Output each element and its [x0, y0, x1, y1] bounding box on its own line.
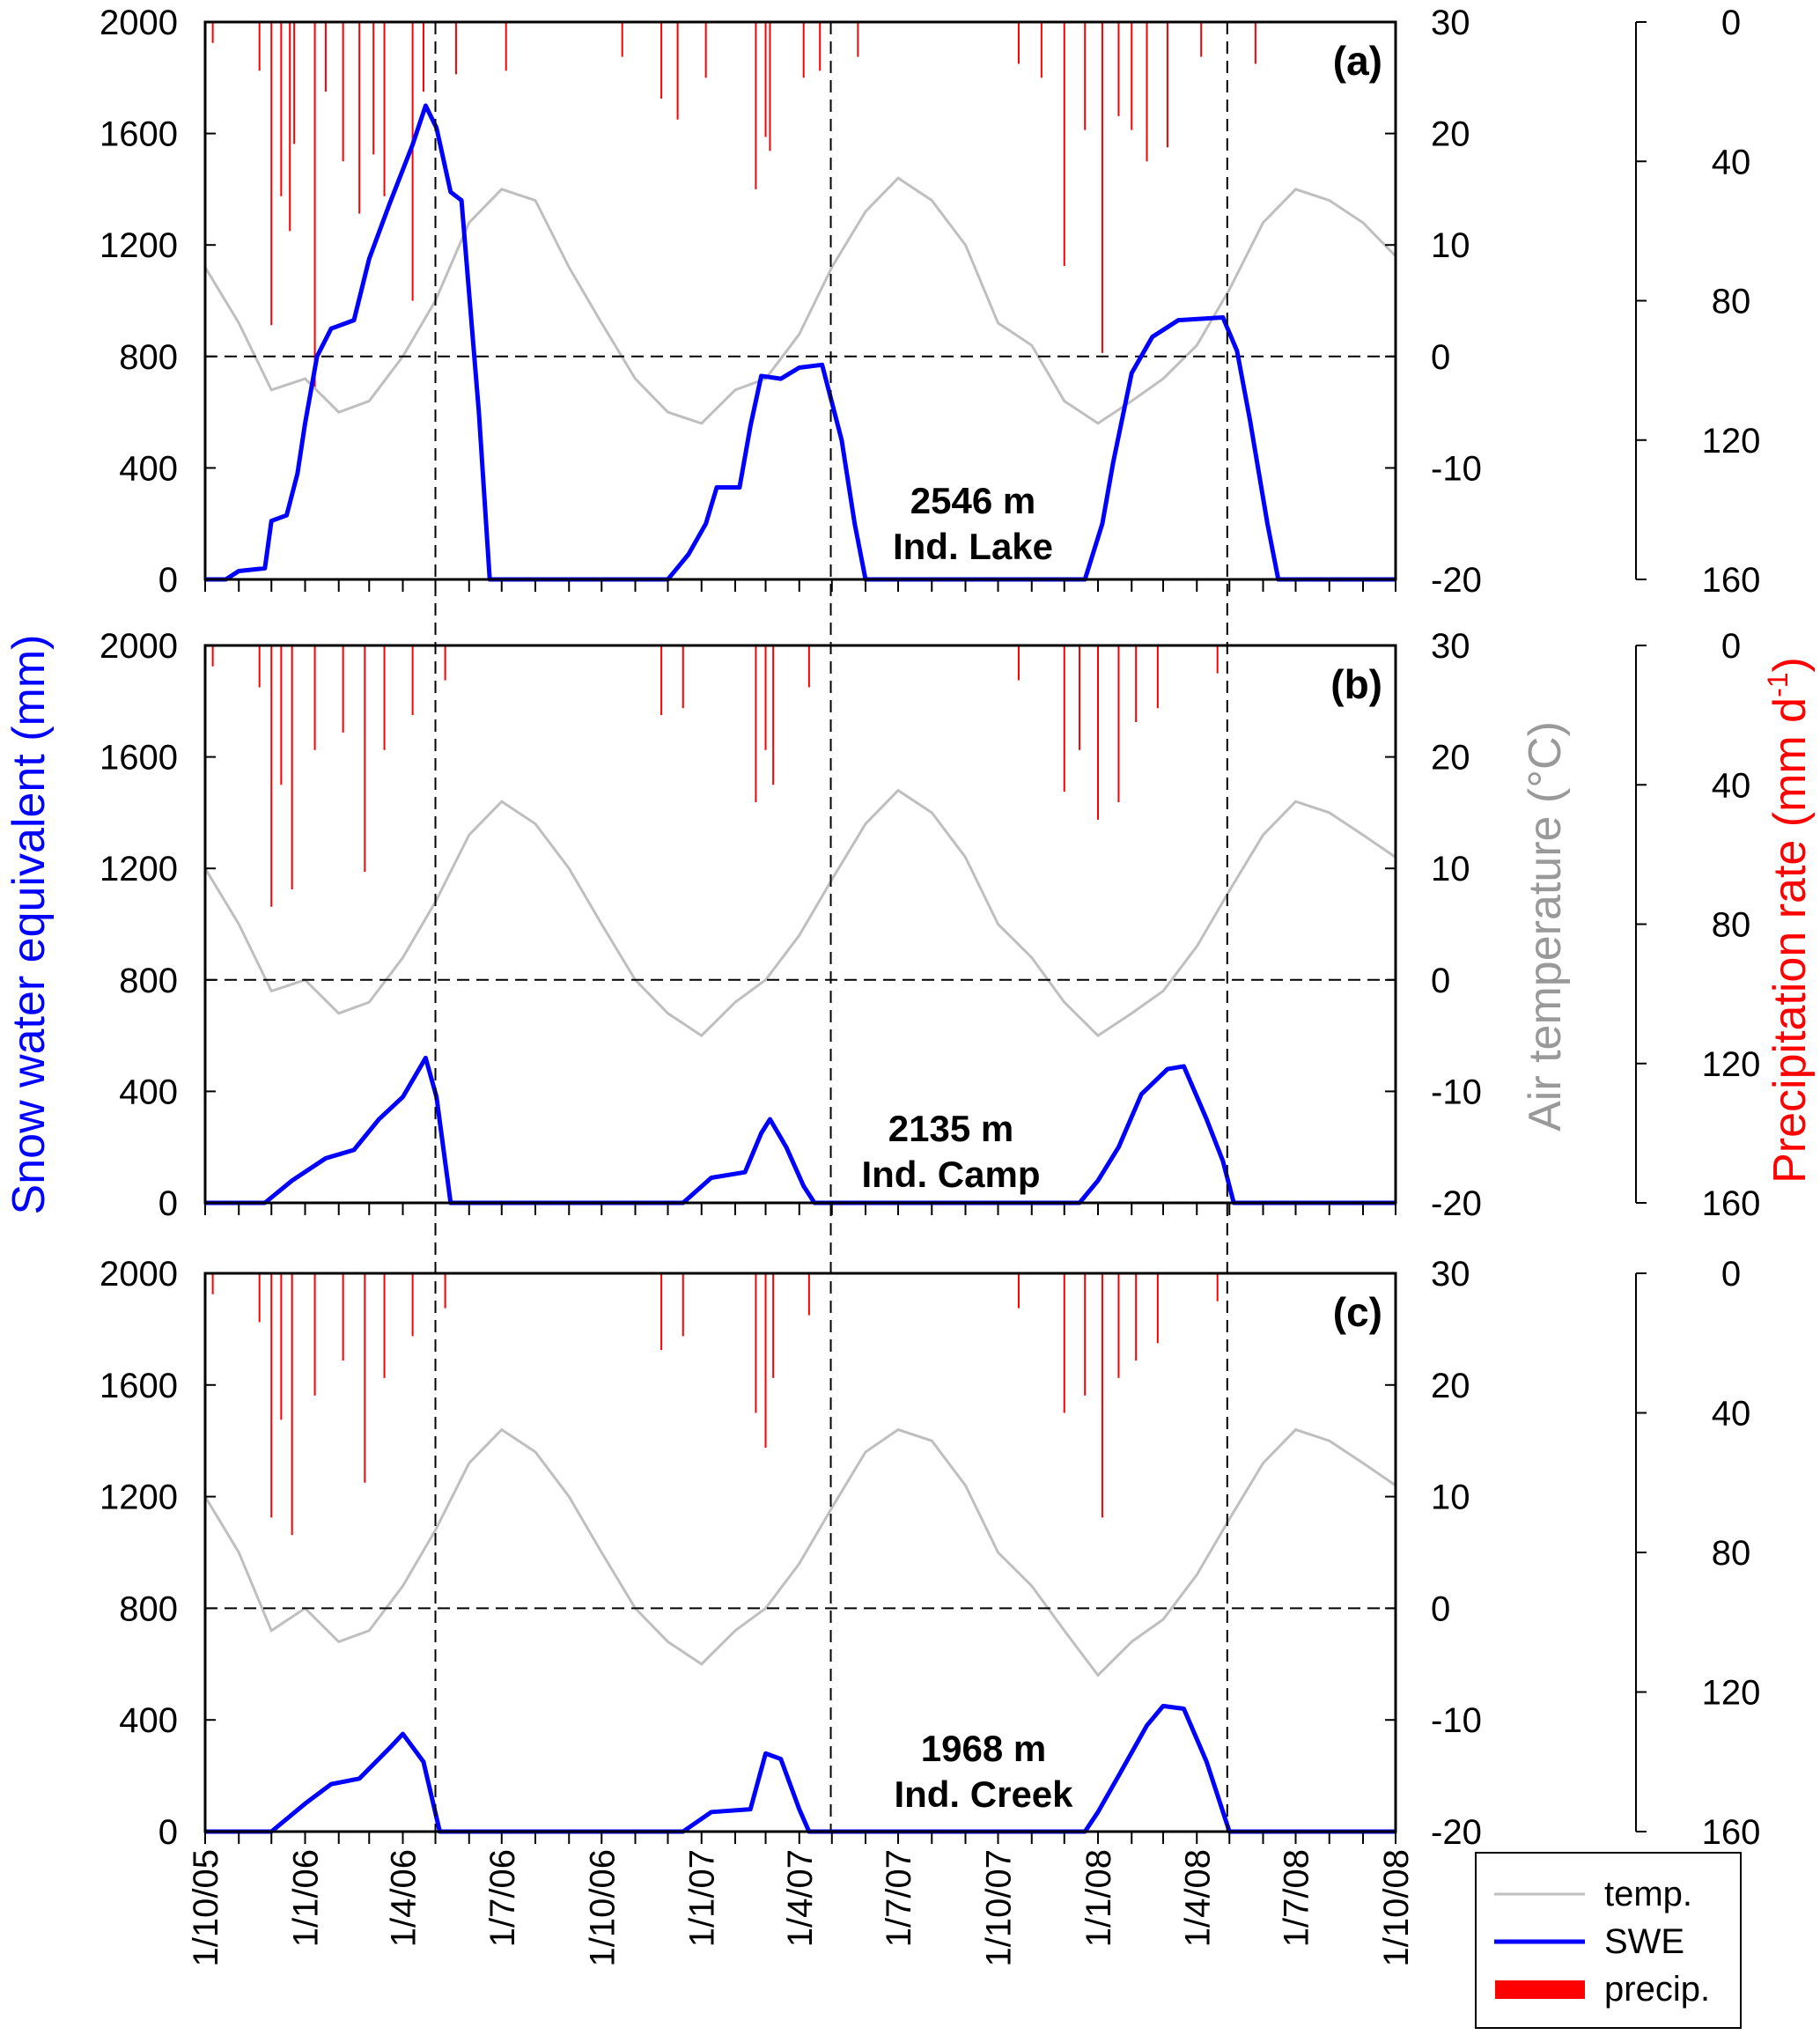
station-elevation: 1968 m [921, 1728, 1046, 1769]
swe-line [205, 1055, 1396, 1206]
panel-letter: (a) [1333, 38, 1382, 84]
temperature-tick-label: 10 [1431, 1478, 1470, 1517]
swe-tick-label: 1600 [99, 115, 178, 154]
precip-axis-title-main: Precipitation rate (mm d [1765, 697, 1816, 1183]
plot-frame [203, 644, 1397, 1205]
temperature-tick-label: -10 [1431, 1701, 1482, 1740]
temperature-tick-label: -10 [1431, 1073, 1482, 1111]
temperature-tick-label: 20 [1431, 115, 1470, 154]
precip-tick-label: 40 [1712, 143, 1751, 181]
swe-tick-label: 1200 [99, 226, 178, 265]
precip-tick-label: 160 [1702, 1184, 1761, 1223]
x-tick-label: 1/7/08 [1278, 1849, 1316, 1947]
x-tick-label: 1/1/08 [1079, 1849, 1118, 1947]
swe-tick-label: 2000 [99, 627, 178, 666]
swe-tick-label: 400 [119, 1701, 178, 1740]
swe-line [205, 1703, 1396, 1834]
swe-tick-label: 1200 [99, 850, 178, 888]
precip-tick-label: 80 [1712, 1534, 1751, 1573]
x-tick-label: 1/7/07 [880, 1849, 918, 1947]
temperature-tick-label: 30 [1431, 4, 1470, 42]
temperature-line [203, 1427, 1396, 1677]
precip-tick-label: 80 [1712, 906, 1751, 945]
temperature-tick-label: 20 [1431, 739, 1470, 778]
precip-tick-label: 120 [1702, 1045, 1761, 1084]
plot-frame [203, 20, 1397, 581]
precip-tick-label: 120 [1702, 1674, 1761, 1713]
x-tick-label: 1/10/05 [187, 1849, 225, 1966]
swe-tick-label: 800 [119, 338, 178, 377]
x-tick-label: 1/4/07 [781, 1849, 820, 1947]
x-tick-label: 1/10/06 [583, 1849, 622, 1966]
legend-swatch-precip [1495, 1980, 1585, 1999]
swe-tick-label: 800 [119, 1589, 178, 1628]
temperature-axis-title: Air temperature (°C) [1520, 721, 1571, 1132]
x-tick-label: 1/10/07 [980, 1849, 1019, 1966]
x-tick-label: 1/4/06 [385, 1849, 424, 1947]
temperature-line [203, 788, 1396, 1038]
station-name: Ind. Camp [861, 1154, 1040, 1195]
precip-tick-label: 120 [1702, 422, 1761, 461]
temperature-tick-label: 0 [1431, 338, 1450, 377]
precip-tick-label: 80 [1712, 283, 1751, 321]
temperature-tick-label: 30 [1431, 627, 1470, 666]
swe-tick-label: 400 [119, 449, 178, 488]
temperature-tick-label: -20 [1431, 561, 1482, 600]
panel-a: 0 400 800 1200 1600 2000 -20 -10 0 10 20 30 0 40 80 120… [99, 4, 1760, 600]
legend: temp. SWE precip. [1475, 1852, 1742, 2029]
precip-tick-label: 0 [1721, 627, 1741, 666]
swe-line [205, 103, 1396, 582]
swe-tick-label: 0 [158, 1184, 178, 1223]
panel-b: 0 400 800 1200 1600 2000 -20 -10 0 10 20 30 0 40 80 120… [99, 627, 1760, 1223]
swe-tick-label: 1200 [99, 1478, 178, 1517]
temperature-tick-label: -10 [1431, 449, 1482, 488]
temperature-tick-label: 30 [1431, 1255, 1470, 1294]
precip-tick-label: 160 [1702, 1813, 1761, 1852]
x-tick-label: 1/1/06 [286, 1849, 325, 1947]
station-name: Ind. Lake [893, 526, 1053, 567]
x-axis-tick-labels: 1/10/05 1/1/06 1/4/06 1/7/06 1/10/06 1/1/07 1/… [187, 1849, 1416, 1966]
precip-tick-label: 0 [1721, 1255, 1741, 1294]
legend-label-temp: temp. [1604, 1875, 1692, 1913]
swe-tick-label: 2000 [99, 4, 178, 42]
swe-tick-label: 800 [119, 962, 178, 1000]
precip-axis-title-end: ) [1765, 657, 1816, 672]
panel-c: 0 400 800 1200 1600 2000 -20 -10 0 10 20 30 0 40 80 120… [99, 1255, 1760, 1852]
temperature-tick-label: -20 [1431, 1184, 1482, 1223]
swe-tick-label: 1600 [99, 739, 178, 778]
x-tick-label: 1/4/08 [1178, 1849, 1217, 1947]
swe-tick-label: 0 [158, 561, 178, 600]
swe-tick-label: 2000 [99, 1255, 178, 1294]
temperature-tick-label: -20 [1431, 1813, 1482, 1852]
swe-axis-title: Snow water equivalent (mm) [4, 635, 55, 1215]
legend-label-precip: precip. [1604, 1970, 1710, 2009]
panel-letter: (c) [1333, 1289, 1382, 1335]
swe-tick-label: 1600 [99, 1367, 178, 1405]
temperature-tick-label: 0 [1431, 1589, 1450, 1628]
precip-axis-title-sup: -1 [1762, 672, 1794, 697]
x-tick-label: 1/10/08 [1377, 1849, 1416, 1966]
x-tick-label: 1/7/06 [483, 1849, 522, 1947]
precip-tick-label: 40 [1712, 766, 1751, 805]
x-tick-label: 1/1/07 [683, 1849, 722, 1947]
precip-tick-label: 40 [1712, 1395, 1751, 1434]
panel-letter: (b) [1330, 661, 1382, 707]
station-elevation: 2546 m [910, 480, 1035, 521]
temperature-tick-label: 0 [1431, 962, 1450, 1000]
temperature-tick-label: 10 [1431, 850, 1470, 888]
station-name: Ind. Creek [894, 1773, 1073, 1815]
temperature-tick-label: 20 [1431, 1367, 1470, 1405]
station-elevation: 2135 m [888, 1108, 1013, 1149]
legend-label-swe: SWE [1604, 1922, 1684, 1961]
swe-tick-label: 400 [119, 1073, 178, 1111]
precip-axis-title: Precipitation rate (mm d-1) [1762, 657, 1816, 1183]
precip-tick-label: 0 [1721, 4, 1741, 42]
temperature-tick-label: 10 [1431, 226, 1470, 265]
swe-tick-label: 0 [158, 1813, 178, 1852]
precip-tick-label: 160 [1702, 561, 1761, 600]
plot-frame [203, 1272, 1397, 1833]
